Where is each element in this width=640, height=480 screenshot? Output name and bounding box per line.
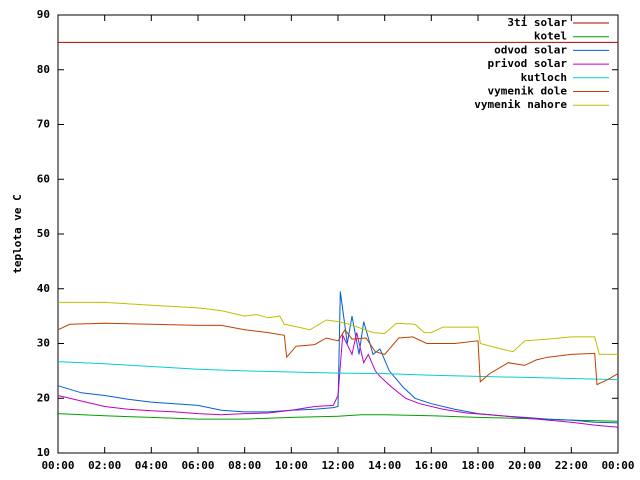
series-line xyxy=(57,291,619,424)
series-line xyxy=(57,322,619,386)
y-tick-label: 10 xyxy=(37,446,50,459)
x-tick-label: 04:00 xyxy=(135,459,168,472)
x-tick-label: 00:00 xyxy=(601,459,634,472)
series-line xyxy=(57,361,619,381)
x-tick-label: 00:00 xyxy=(41,459,74,472)
x-tick-label: 10:00 xyxy=(275,459,308,472)
x-tick-label: 02:00 xyxy=(88,459,121,472)
x-tick-label: 20:00 xyxy=(508,459,541,472)
legend-label: odvod solar xyxy=(494,43,567,56)
y-tick-label: 90 xyxy=(37,8,50,21)
x-tick-label: 12:00 xyxy=(321,459,354,472)
series-line xyxy=(57,413,619,422)
legend-label: kotel xyxy=(534,30,567,43)
y-tick-label: 30 xyxy=(37,337,50,350)
y-tick-label: 50 xyxy=(37,227,50,240)
y-axis-label: teplota ve C xyxy=(11,194,24,273)
x-tick-label: 18:00 xyxy=(461,459,494,472)
legend-label: vymenik nahore xyxy=(474,98,567,111)
x-tick-label: 16:00 xyxy=(415,459,448,472)
x-tick-label: 14:00 xyxy=(368,459,401,472)
series-line xyxy=(57,332,619,428)
series-line xyxy=(58,301,618,355)
y-tick-label: 70 xyxy=(37,118,50,131)
y-tick-label: 40 xyxy=(37,282,50,295)
x-tick-label: 22:00 xyxy=(555,459,588,472)
x-tick-label: 06:00 xyxy=(181,459,214,472)
legend-label: privod solar xyxy=(488,57,568,70)
y-tick-label: 80 xyxy=(37,63,50,76)
y-tick-label: 20 xyxy=(37,391,50,404)
y-tick-label: 60 xyxy=(37,172,50,185)
x-tick-label: 08:00 xyxy=(228,459,261,472)
legend-label: vymenik dole xyxy=(488,85,568,98)
legend-label: 3ti solar xyxy=(507,16,567,29)
legend-label: kutloch xyxy=(521,71,567,84)
